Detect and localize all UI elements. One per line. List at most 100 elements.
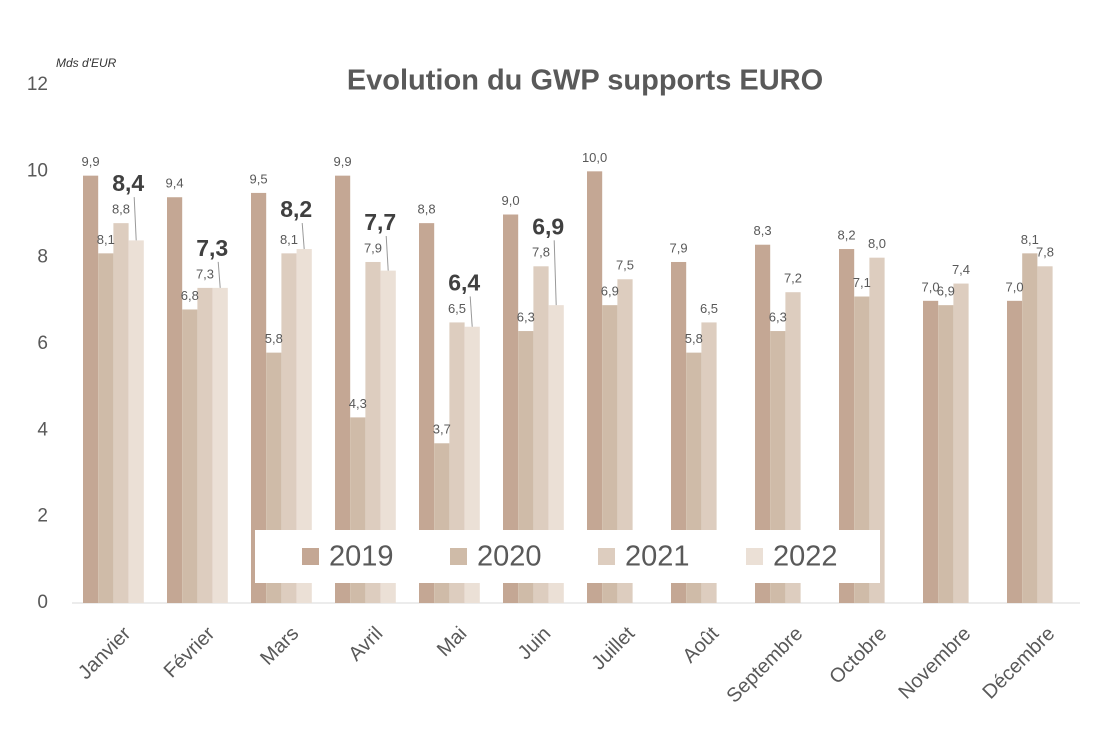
bar [128, 240, 144, 603]
y-tick-label: 8 [37, 247, 48, 268]
x-tick-label: Août [679, 622, 724, 667]
leader-line [385, 235, 389, 271]
bar [251, 192, 267, 603]
y-axis-label: Mds d'EUR [56, 56, 117, 70]
bar [380, 270, 396, 603]
bar [83, 175, 99, 603]
leader-line [301, 222, 305, 250]
bar [212, 287, 228, 603]
value-label: 6,5 [700, 301, 718, 316]
value-label: 7,9 [364, 240, 382, 255]
bar [533, 266, 549, 603]
x-tick-label: Juin [514, 623, 556, 665]
bar [281, 253, 297, 603]
y-tick-label: 0 [37, 592, 48, 613]
bar [365, 261, 381, 603]
x-tick-label: Mai [433, 623, 471, 661]
bar [617, 279, 633, 603]
value-label: 8,1 [1021, 232, 1039, 247]
bar [785, 292, 801, 603]
value-label: 9,4 [166, 176, 184, 191]
value-label: 7,0 [1006, 279, 1024, 294]
value-label: 4,3 [349, 396, 367, 411]
bar [335, 175, 351, 603]
value-label: 5,8 [685, 331, 703, 346]
x-tick-label: Février [160, 622, 220, 682]
legend-swatch [450, 548, 467, 565]
value-label: 7,8 [532, 245, 550, 260]
bar [182, 309, 198, 603]
value-label: 7,0 [922, 279, 940, 294]
bar [419, 223, 435, 603]
value-label: 7,1 [853, 275, 871, 290]
value-label: 8,1 [280, 232, 298, 247]
x-tick-label: Septembre [723, 623, 808, 708]
legend-label: 2022 [773, 541, 838, 573]
x-tick-label: Décembre [978, 623, 1059, 704]
bar [938, 305, 954, 603]
value-label: 8,4 [112, 170, 144, 196]
bar [602, 305, 618, 603]
legend-label: 2021 [625, 541, 690, 573]
value-label: 8,2 [838, 227, 856, 242]
bar [587, 171, 603, 604]
leader-line [133, 197, 137, 241]
bar [197, 287, 213, 603]
x-tick-label: Avril [344, 623, 387, 666]
bar [503, 214, 519, 603]
value-label: 7,3 [196, 266, 214, 281]
y-tick-label: 10 [27, 160, 48, 181]
leader-line [553, 240, 557, 306]
value-label: 6,9 [937, 284, 955, 299]
legend-swatch [598, 548, 615, 565]
y-tick-label: 2 [37, 506, 48, 527]
bar [671, 261, 687, 603]
value-label: 3,7 [433, 422, 451, 437]
bar [923, 300, 939, 603]
chart-title: Evolution du GWP supports EURO [347, 65, 823, 97]
x-tick-label: Juillet [588, 622, 640, 674]
value-label: 6,5 [448, 301, 466, 316]
y-tick-label: 6 [37, 333, 48, 354]
value-label: 8,0 [868, 236, 886, 251]
bar [854, 296, 870, 603]
value-label: 6,3 [517, 309, 535, 324]
x-tick-label: Mars [256, 623, 303, 670]
legend-box [255, 530, 880, 583]
value-label: 5,8 [265, 331, 283, 346]
leader-line [217, 261, 221, 288]
leader-line [469, 296, 473, 327]
value-label: 8,8 [112, 202, 130, 217]
y-tick-label: 4 [37, 419, 48, 440]
value-label: 10,0 [582, 150, 607, 165]
value-label: 8,3 [754, 223, 772, 238]
value-label: 7,9 [670, 240, 688, 255]
value-label: 6,9 [532, 213, 564, 239]
value-label: 8,2 [280, 196, 312, 222]
x-tick-label: Novembre [894, 623, 975, 704]
legend-swatch [746, 548, 763, 565]
legend-label: 2020 [477, 541, 542, 573]
value-label: 9,9 [82, 154, 100, 169]
bar [548, 305, 564, 603]
bar [1022, 253, 1038, 603]
value-label: 7,4 [952, 262, 970, 277]
bar [113, 223, 129, 603]
value-label: 6,8 [181, 288, 199, 303]
value-label: 9,5 [250, 171, 268, 186]
value-label: 6,4 [448, 269, 480, 295]
value-label: 7,3 [196, 235, 228, 261]
x-tick-label: Janvier [74, 622, 135, 683]
value-label: 7,7 [364, 209, 396, 235]
value-label: 6,9 [601, 284, 619, 299]
value-label: 7,5 [616, 258, 634, 273]
value-label: 6,3 [769, 309, 787, 324]
value-label: 8,1 [97, 232, 115, 247]
bar [755, 244, 771, 603]
bar [953, 283, 969, 603]
bar [296, 249, 312, 604]
value-label: 9,0 [502, 193, 520, 208]
value-label: 7,2 [784, 271, 802, 286]
bar [1037, 266, 1053, 603]
